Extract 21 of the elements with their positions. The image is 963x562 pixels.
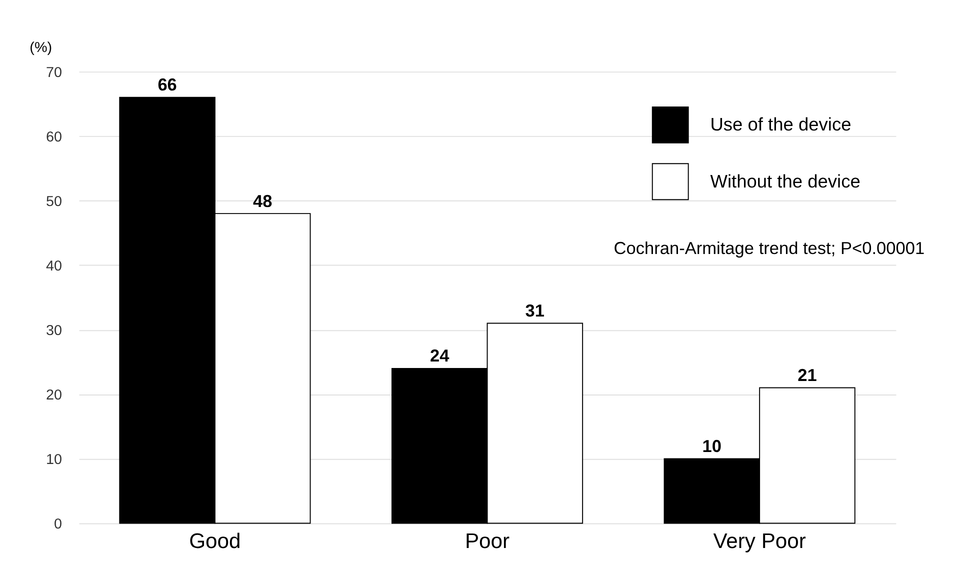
data-label: 21 (798, 365, 818, 386)
data-label: 31 (525, 300, 545, 321)
data-label: 66 (158, 74, 177, 95)
y-tick-label: 60 (46, 129, 62, 146)
data-label: 48 (252, 190, 273, 211)
y-axis-title: (%) (30, 40, 52, 56)
x-tick-label: Very Poor (713, 530, 806, 553)
y-tick-label: 30 (46, 322, 62, 339)
x-tick-label: Poor (464, 530, 510, 553)
data-label: 10 (702, 436, 722, 456)
legend-label: Without the device (710, 170, 860, 192)
data-label: 24 (430, 346, 450, 366)
y-tick-label: 0 (54, 516, 62, 533)
legend-label: Use of the device (710, 114, 852, 135)
y-tick-label: 40 (46, 258, 62, 274)
y-tick-label: 50 (46, 194, 62, 210)
y-tick-label: 20 (46, 388, 62, 404)
x-tick-label: Good (189, 530, 241, 553)
y-tick-label: 10 (46, 452, 62, 468)
y-tick-label: 70 (46, 64, 62, 81)
annotation: Cochran-Armitage trend test; P<0.00001 (614, 238, 925, 258)
